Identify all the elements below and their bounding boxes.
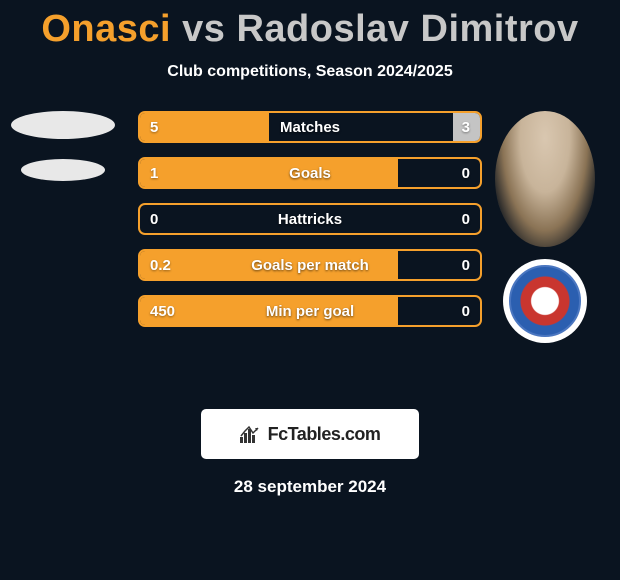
stat-label: Goals per match (140, 251, 480, 279)
stat-label: Hattricks (140, 205, 480, 233)
stat-row: 450Min per goal0 (138, 295, 482, 327)
stat-label: Matches (140, 113, 480, 141)
right-player-column (490, 111, 600, 343)
subtitle: Club competitions, Season 2024/2025 (0, 63, 620, 81)
club-badge-graphic (509, 265, 581, 337)
player1-photo-placeholder (11, 111, 115, 139)
stat-label: Min per goal (140, 297, 480, 325)
date: 28 september 2024 (0, 477, 620, 497)
stat-label: Goals (140, 159, 480, 187)
stat-value-right: 0 (462, 297, 470, 325)
title-vs: vs (182, 8, 225, 50)
branding-box[interactable]: FcTables.com (201, 409, 419, 459)
stat-row: 0Hattricks0 (138, 203, 482, 235)
stat-value-right: 0 (462, 159, 470, 187)
stat-value-right: 0 (462, 205, 470, 233)
player2-club-badge (503, 259, 587, 343)
branding-text: FcTables.com (268, 424, 381, 445)
stat-row: 1Goals0 (138, 157, 482, 189)
left-player-column (8, 111, 118, 181)
fctables-logo-icon (240, 425, 262, 443)
page-title: Onasci vs Radoslav Dimitrov (0, 0, 620, 51)
player2-photo (495, 111, 595, 247)
comparison-content: 5Matches31Goals00Hattricks00.2Goals per … (0, 111, 620, 391)
stat-value-right: 3 (462, 113, 470, 141)
player1-club-badge-placeholder (21, 159, 105, 181)
title-player2: Radoslav Dimitrov (236, 8, 578, 50)
title-player1: Onasci (41, 8, 171, 50)
stat-row: 5Matches3 (138, 111, 482, 143)
stat-bars: 5Matches31Goals00Hattricks00.2Goals per … (138, 111, 482, 327)
stat-row: 0.2Goals per match0 (138, 249, 482, 281)
stat-value-right: 0 (462, 251, 470, 279)
